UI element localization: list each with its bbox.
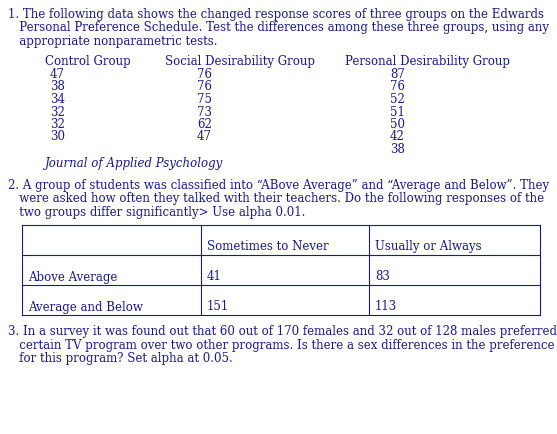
Text: Sometimes to Never: Sometimes to Never bbox=[207, 240, 328, 253]
Text: 30: 30 bbox=[50, 130, 65, 143]
Text: 113: 113 bbox=[375, 300, 397, 313]
Text: Personal Desirability Group: Personal Desirability Group bbox=[345, 54, 510, 67]
Text: 41: 41 bbox=[207, 270, 222, 283]
Text: 34: 34 bbox=[50, 93, 65, 106]
Text: 73: 73 bbox=[197, 105, 212, 118]
Text: 42: 42 bbox=[390, 130, 405, 143]
Text: 62: 62 bbox=[197, 118, 212, 131]
Text: 32: 32 bbox=[50, 118, 65, 131]
Text: Average and Below: Average and Below bbox=[28, 300, 143, 313]
Text: Social Desirability Group: Social Desirability Group bbox=[165, 54, 315, 67]
Text: Above Average: Above Average bbox=[28, 270, 118, 283]
Text: for this program? Set alpha at 0.05.: for this program? Set alpha at 0.05. bbox=[8, 352, 233, 365]
Text: 2. A group of students was classified into “ABove Average” and “Average and Belo: 2. A group of students was classified in… bbox=[8, 178, 549, 191]
Text: 1. The following data shows the changed response scores of three groups on the E: 1. The following data shows the changed … bbox=[8, 8, 544, 21]
Text: 47: 47 bbox=[197, 130, 212, 143]
Text: 50: 50 bbox=[390, 118, 405, 131]
Text: Control Group: Control Group bbox=[45, 54, 131, 67]
Text: 3. In a survey it was found out that 60 out of 170 females and 32 out of 128 mal: 3. In a survey it was found out that 60 … bbox=[8, 325, 557, 338]
Text: 76: 76 bbox=[197, 68, 212, 81]
Text: 76: 76 bbox=[197, 80, 212, 93]
Text: Usually or Always: Usually or Always bbox=[375, 240, 482, 253]
Text: 87: 87 bbox=[390, 68, 405, 81]
Text: appropriate nonparametric tests.: appropriate nonparametric tests. bbox=[8, 35, 217, 48]
Text: 75: 75 bbox=[197, 93, 212, 106]
Text: two groups differ significantly> Use alpha 0.01.: two groups differ significantly> Use alp… bbox=[8, 206, 305, 218]
Text: 52: 52 bbox=[390, 93, 405, 106]
Text: Personal Preference Schedule. Test the differences among these three groups, usi: Personal Preference Schedule. Test the d… bbox=[8, 21, 549, 34]
Text: 51: 51 bbox=[390, 105, 405, 118]
Text: 38: 38 bbox=[50, 80, 65, 93]
Text: Journal of Applied Psychology: Journal of Applied Psychology bbox=[45, 157, 223, 170]
Text: were asked how often they talked with their teachers. Do the following responses: were asked how often they talked with th… bbox=[8, 192, 544, 205]
Text: 151: 151 bbox=[207, 300, 229, 313]
Text: 38: 38 bbox=[390, 143, 405, 156]
Text: certain TV program over two other programs. Is there a sex differences in the pr: certain TV program over two other progra… bbox=[8, 338, 555, 351]
Text: 32: 32 bbox=[50, 105, 65, 118]
Text: 76: 76 bbox=[390, 80, 405, 93]
Text: 83: 83 bbox=[375, 270, 390, 283]
Text: 47: 47 bbox=[50, 68, 65, 81]
